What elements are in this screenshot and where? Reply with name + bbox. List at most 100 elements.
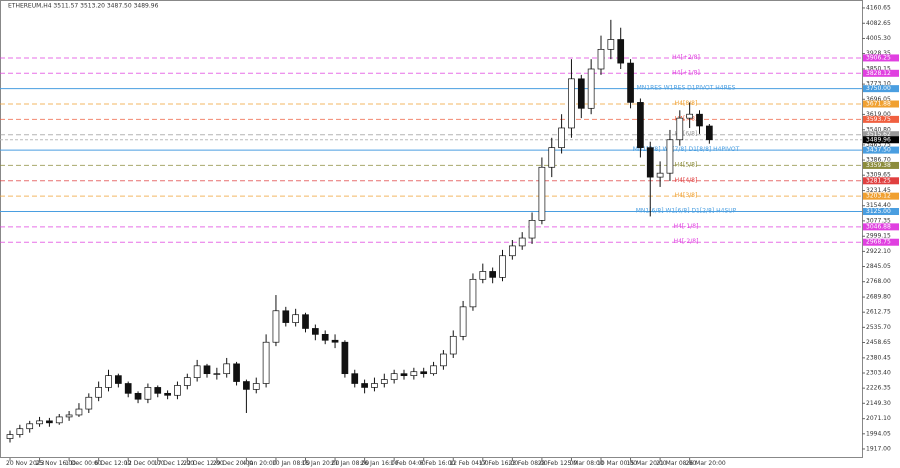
candle-body xyxy=(124,383,132,394)
candle-body xyxy=(312,328,319,335)
y-tick-label: 2071.10 xyxy=(866,415,891,422)
candle-body xyxy=(400,373,408,376)
candle-body xyxy=(489,271,496,278)
candle-body xyxy=(193,365,201,378)
level-tag-label: 3437.50 xyxy=(866,147,891,154)
x-tick-label: 12 Feb 04:00 xyxy=(449,460,489,467)
candle-body xyxy=(26,423,34,430)
x-tick-label: 10 Mar 00:00 xyxy=(597,460,637,467)
level-tag-label: 3828.12 xyxy=(866,70,891,77)
candle-body xyxy=(223,363,231,375)
candle-body xyxy=(75,408,83,416)
candle-body xyxy=(65,414,73,418)
candle-body xyxy=(36,420,43,425)
level-tag xyxy=(863,238,899,246)
candle-body xyxy=(321,334,329,341)
y-tick-label: 4082.65 xyxy=(866,20,891,27)
candle-body xyxy=(538,166,546,221)
chart-title: ETHEREUM,H4 3511.57 3513.20 3487.50 3489… xyxy=(8,3,159,10)
level-tag-label: 3515.62 xyxy=(866,131,891,138)
level-label: H4[5/8] xyxy=(675,161,698,168)
level-label: H4[8/8] xyxy=(675,100,698,107)
candle-body xyxy=(154,387,162,394)
candle-body xyxy=(243,381,250,390)
candle-body xyxy=(548,147,556,168)
y-tick-label: 3077.35 xyxy=(866,217,891,224)
x-tick-label: 10 Jan 08:00 xyxy=(272,460,310,467)
y-tick-label: 3154.40 xyxy=(866,202,891,209)
candle-body xyxy=(597,48,605,70)
candle-body xyxy=(371,383,378,388)
candle-body xyxy=(16,428,24,435)
candle-body xyxy=(233,363,240,382)
level-label: H4[4/8] xyxy=(675,177,698,184)
level-tag-label: 3125.00 xyxy=(866,208,891,215)
candle-body xyxy=(302,314,309,329)
candle-body xyxy=(666,139,674,174)
x-tick-label: 15 Jan 20:00 xyxy=(302,460,340,467)
candle-body xyxy=(282,310,290,323)
candle-body xyxy=(528,220,536,239)
level-label: H4[6/8] xyxy=(675,131,698,138)
candle-body xyxy=(627,62,634,103)
x-tick-label: 20 Nov 2023 xyxy=(6,460,45,467)
candle-body xyxy=(558,127,565,148)
x-tick-label: 26 Jan 16:00 xyxy=(361,460,399,467)
level-label: H4[7/8] xyxy=(675,115,698,122)
x-tick-label: 29 Dec 20:00 xyxy=(213,460,254,467)
candle-body xyxy=(95,387,103,398)
candle-body xyxy=(440,353,447,367)
y-tick-label: 3850.15 xyxy=(866,65,891,72)
x-tick-label: 22 Dec 12:00 xyxy=(183,460,224,467)
y-tick-label: 2922.10 xyxy=(866,248,891,255)
candle-body xyxy=(656,172,664,178)
candle-body xyxy=(646,147,654,178)
y-tick-label: 2845.05 xyxy=(866,263,891,270)
level-label: H4[+2/8] xyxy=(672,54,700,61)
level-tag-label: 3046.88 xyxy=(866,223,891,230)
level-tag xyxy=(863,100,899,108)
y-tick-label: 1917.00 xyxy=(866,445,891,452)
y-tick-label: 4005.30 xyxy=(866,35,891,42)
level-tag-label: 3593.75 xyxy=(866,116,891,123)
candle-body xyxy=(272,310,280,343)
candle-body xyxy=(213,373,221,375)
level-tag-label: 2968.75 xyxy=(866,239,891,246)
candle-body xyxy=(617,39,625,64)
candle-body xyxy=(459,306,467,337)
candle-body xyxy=(509,245,516,257)
level-label: H4[+1/8] xyxy=(672,69,700,76)
level-tag xyxy=(863,146,899,154)
x-tick-label: 23 Feb 08:00 xyxy=(508,460,548,467)
candle-body xyxy=(46,420,53,424)
y-tick-label: 1994.05 xyxy=(866,430,891,437)
level-tag xyxy=(863,69,899,77)
y-tick-label: 3309.65 xyxy=(866,172,891,179)
x-tick-label: 12 Dec 00:00 xyxy=(124,460,165,467)
y-tick-label: 2303.40 xyxy=(866,370,891,377)
level-label: H4[3/8] xyxy=(675,192,698,199)
level-tag xyxy=(863,85,899,93)
candle-body xyxy=(686,113,694,119)
x-tick-label: 1 Feb 04:00 xyxy=(390,460,426,467)
x-tick-label: 21 Jan 08:00 xyxy=(331,460,369,467)
candle-body xyxy=(705,125,713,141)
candle-body xyxy=(607,39,615,50)
y-tick-label: 2768.00 xyxy=(866,278,891,285)
candle-body xyxy=(577,78,585,109)
candle-body xyxy=(430,365,437,375)
candle-body xyxy=(637,102,644,148)
level-label: H4[-2/8] xyxy=(674,238,699,245)
level-label: MN1[7/8] W1[7/8] D1[8/8] H4PIVOT xyxy=(633,146,740,153)
x-tick-label: 17 Dec 12:00 xyxy=(154,460,195,467)
y-tick-label: 2689.80 xyxy=(866,294,891,301)
y-tick-label: 2612.75 xyxy=(866,309,891,316)
candle-body xyxy=(331,339,339,343)
y-tick-label: 3773.10 xyxy=(866,81,891,88)
candle-body xyxy=(449,335,457,355)
y-tick-label: 3386.70 xyxy=(866,157,891,164)
level-tag-label: 3750.00 xyxy=(866,85,891,92)
candle-body xyxy=(479,271,487,280)
y-tick-label: 3619.00 xyxy=(866,111,891,118)
